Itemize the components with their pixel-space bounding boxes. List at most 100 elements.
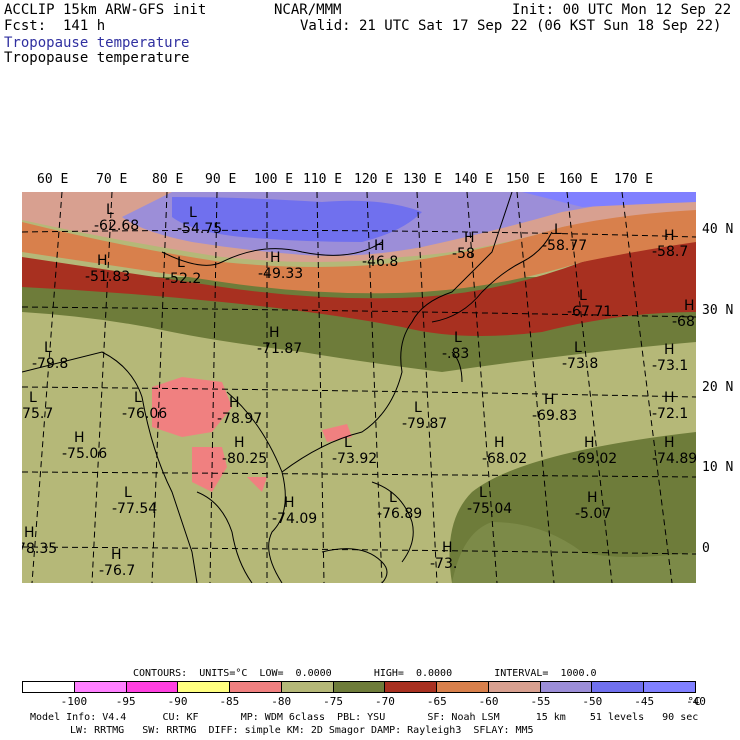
extremum-value: -74.89	[652, 451, 696, 467]
extremum-letter: H	[664, 228, 675, 244]
extremum-value: -69.83	[532, 408, 577, 424]
colorbar-swatch	[230, 682, 282, 692]
extremum-value: -58.7	[652, 244, 688, 260]
lat-label: 10 N	[702, 460, 734, 475]
extremum-letter: H	[664, 342, 675, 358]
extremum-value: -49.33	[258, 266, 303, 282]
init-time: Init: 00 UTC Mon 12 Sep 22	[512, 2, 732, 18]
extremum-letter: L	[124, 485, 132, 501]
lon-label: 170 E	[614, 172, 654, 187]
tropopause-temperature-map: L-62.68L-54.75H-51.83L-52.2H-49.33H-46.8…	[22, 192, 696, 583]
extremum-letter: H	[374, 238, 385, 254]
extremum-value: -78.97	[217, 411, 262, 427]
colorbar-tick-label: -90	[167, 695, 188, 708]
extremum-letter: H	[74, 430, 85, 446]
colorbar-swatch	[385, 682, 438, 692]
lon-label: 90 E	[205, 172, 237, 187]
extremum-value: -77.54	[112, 501, 157, 517]
colorbar-tick-label: -75	[323, 695, 343, 708]
colorbar-swatch	[74, 682, 127, 692]
extremum-value: -79.87	[402, 416, 447, 432]
lon-label: 60 E	[37, 172, 69, 187]
extremum-letter: H	[97, 253, 108, 269]
extremum-value: -71.87	[257, 341, 302, 357]
extremum-value: -46.8	[362, 254, 398, 270]
extremum-letter: H	[270, 250, 281, 266]
extremum-letter: H	[229, 395, 240, 411]
extremum-letter: L	[29, 390, 37, 406]
colorbar-swatch	[333, 682, 386, 692]
lon-label: 140 E	[454, 172, 494, 187]
extremum-letter: L	[579, 288, 587, 304]
colorbar-tick-label: -100	[60, 695, 88, 708]
band-m75-m70	[22, 277, 696, 583]
colorbar-swatch	[126, 682, 179, 692]
colorbar-swatch	[23, 682, 75, 692]
colorbar-swatch	[592, 682, 645, 692]
colorbar-unit: °C	[687, 695, 701, 708]
extremum-value: -68.3	[672, 314, 696, 330]
extremum-letter: H	[111, 547, 122, 563]
colorbar	[22, 681, 696, 693]
lon-label: 110 E	[303, 172, 343, 187]
extremum-letter: H	[544, 392, 555, 408]
extremum-letter: L	[574, 340, 582, 356]
colorbar-tick-label: -95	[115, 695, 136, 708]
extremum-letter: L	[344, 435, 352, 451]
extremum-value: -78.35	[22, 541, 57, 557]
colorbar-swatch	[178, 682, 231, 692]
model-title: ACCLIP 15km ARW-GFS init	[4, 2, 207, 18]
extremum-value: -73.	[430, 556, 457, 572]
extremum-value: -5.07	[575, 506, 611, 522]
extremum-value: -67.71	[567, 304, 612, 320]
extremum-letter: L	[134, 390, 142, 406]
coastlines	[22, 192, 553, 583]
field-title-contour: Tropopause temperature	[4, 50, 190, 66]
shaded-field	[22, 192, 696, 583]
lon-label: 100 E	[254, 172, 294, 187]
extremum-letter: L	[106, 202, 114, 218]
extremum-letter: L	[479, 485, 487, 501]
colorbar-tick-label: -40	[686, 695, 706, 708]
extremum-value: -62.68	[94, 218, 139, 234]
lon-label: 120 E	[354, 172, 394, 187]
lon-label: 80 E	[152, 172, 184, 187]
center-label: NCAR/MMM	[274, 2, 342, 18]
extremum-letter: H	[587, 490, 598, 506]
model-info-line1: Model Info: V4.4 CU: KF MP: WDM 6class P…	[30, 712, 699, 723]
extremum-letter: L	[177, 255, 185, 271]
extremum-letter: L	[414, 400, 422, 416]
lon-label: 130 E	[403, 172, 443, 187]
extremum-value: -69.02	[572, 451, 617, 467]
extremum-value: -76.06	[122, 406, 167, 422]
colorbar-tick-label: -80	[271, 695, 292, 708]
band-m70-m65	[22, 237, 696, 336]
lat-label: 30 N	[702, 303, 734, 318]
extremum-letter: H	[664, 435, 675, 451]
valid-time: Valid: 21 UTC Sat 17 Sep 22 (06 KST Sun …	[300, 18, 722, 34]
extremum-letter: L	[454, 330, 462, 346]
lat-label: 40 N	[702, 222, 734, 237]
colorbar-tick-label: -70	[374, 695, 395, 708]
extremum-letter: H	[284, 495, 295, 511]
extremum-letter: L	[189, 205, 197, 221]
band-m65-m60	[22, 207, 696, 294]
extremum-value: -73.1	[652, 358, 688, 374]
extremum-letter: H	[494, 435, 505, 451]
lat-label: 20 N	[702, 380, 734, 395]
colorbar-tick-label: -60	[478, 695, 499, 708]
extremum-value: -76.7	[99, 563, 135, 579]
field-title-shaded: Tropopause temperature	[4, 35, 190, 51]
extremum-value: -68.02	[482, 451, 527, 467]
contours-info: CONTOURS: UNITS=°C LOW= 0.0000 HIGH= 0.0…	[133, 668, 597, 679]
extremum-value: -76.89	[377, 506, 422, 522]
extremum-letter: H	[684, 298, 695, 314]
extremum-value: -72.1	[652, 406, 688, 422]
extremum-value: -73.8	[562, 356, 598, 372]
extremum-letter: L	[554, 222, 562, 238]
extremum-value: -58.77	[542, 238, 587, 254]
extremum-letter: H	[464, 230, 475, 246]
extremum-letter: H	[584, 435, 595, 451]
colorbar-tick-label: -55	[530, 695, 551, 708]
extremum-value: -79.8	[32, 356, 68, 372]
